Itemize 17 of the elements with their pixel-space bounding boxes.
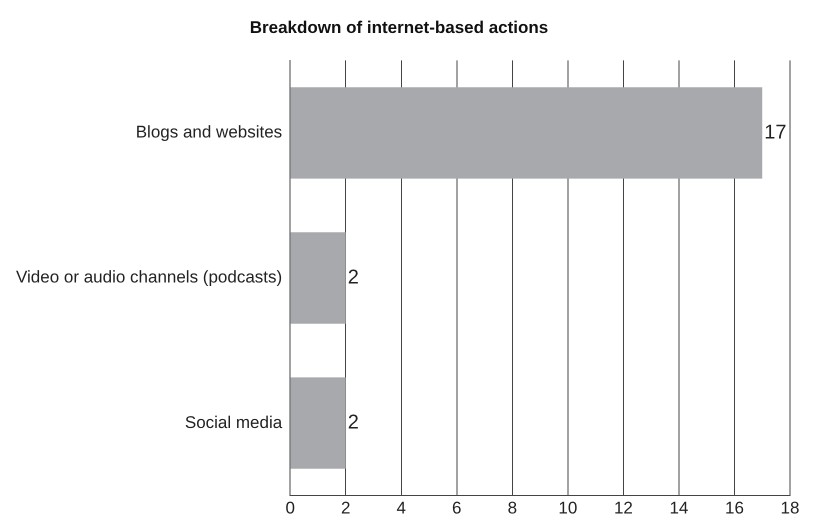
x-tick-label: 18	[780, 498, 800, 518]
x-tick-label: 2	[340, 498, 350, 518]
data-label: 2	[348, 412, 359, 434]
x-tick-label: 0	[285, 498, 295, 518]
x-tick-label: 10	[558, 498, 578, 518]
x-tick-label: 6	[452, 498, 462, 518]
x-tick-label: 4	[396, 498, 406, 518]
data-label: 17	[764, 121, 786, 144]
x-tick-label: 16	[725, 498, 744, 518]
y-tick-label: Blogs and websites	[136, 122, 282, 142]
x-tick-label: 14	[669, 498, 688, 518]
data-label: 2	[348, 266, 359, 289]
y-tick-label: Social media	[184, 412, 283, 432]
x-tick-label: 12	[614, 498, 633, 518]
chart-title: Breakdown of internet-based actions	[250, 18, 548, 37]
x-tick-label: 8	[508, 498, 518, 518]
y-tick-label: Video or audio channels (podcasts)	[16, 268, 282, 287]
